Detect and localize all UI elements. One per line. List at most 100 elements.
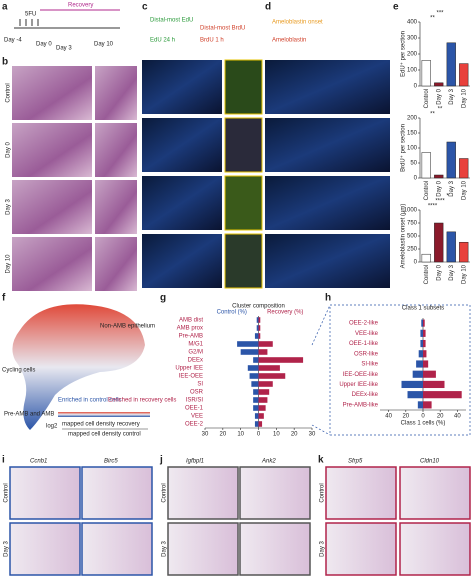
x-tick-label: 0 bbox=[257, 432, 261, 438]
bar bbox=[407, 391, 423, 399]
category-label: VEE-like bbox=[355, 331, 379, 337]
x-tick-label: 10 bbox=[237, 432, 244, 438]
gene-label: Cldn10 bbox=[420, 459, 440, 465]
bar bbox=[258, 405, 266, 411]
category-label: M/G1 bbox=[188, 342, 203, 348]
x-axis-label: Class 1 cells (%) bbox=[401, 421, 446, 427]
x-tick-label: Day 0 bbox=[436, 264, 442, 280]
x-tick-label: Day 10 bbox=[461, 180, 467, 200]
panel-letter: g bbox=[160, 293, 166, 304]
category-label: Pre-AMB-like bbox=[343, 402, 379, 408]
bar bbox=[434, 222, 444, 263]
recovery-label: Recovery bbox=[68, 3, 93, 9]
panel-letter: d bbox=[265, 2, 271, 13]
y-tick-label: 50 bbox=[410, 161, 417, 167]
x-tick-label: 40 bbox=[385, 414, 392, 420]
x-tick-label: 10 bbox=[273, 432, 280, 438]
y-tick-label: 0 bbox=[414, 260, 418, 266]
significance: ** bbox=[438, 107, 443, 113]
bar bbox=[251, 381, 259, 387]
x-tick-label: Day 3 bbox=[449, 180, 455, 196]
y-axis-label: EdU⁺ per section bbox=[400, 31, 407, 77]
bar bbox=[423, 319, 425, 327]
significance: ** bbox=[430, 112, 435, 118]
x-tick-label: Day 0 bbox=[436, 180, 442, 196]
bar bbox=[253, 397, 259, 403]
bar bbox=[423, 329, 426, 337]
bar bbox=[459, 241, 469, 263]
row-label: Day 3 bbox=[6, 199, 12, 215]
bar bbox=[459, 63, 469, 87]
bar bbox=[423, 391, 462, 399]
category-label: Pre-AMB bbox=[179, 334, 203, 340]
colorbar-label: log2 bbox=[46, 424, 58, 430]
y-tick-label: 1000 bbox=[404, 208, 418, 214]
umap-label: Pre-AMB and AMB bbox=[4, 412, 54, 418]
row-label: Day 0 bbox=[6, 142, 12, 158]
category-label: OSR bbox=[190, 390, 204, 396]
chart-title: Cluster composition bbox=[232, 304, 285, 310]
category-label: DEEx-like bbox=[352, 392, 379, 398]
row-label: Day 3 bbox=[320, 541, 326, 557]
panel-letter: e bbox=[393, 2, 399, 13]
x-tick-label: Day 3 bbox=[449, 264, 455, 280]
gene-label: Ccnb1 bbox=[30, 459, 47, 465]
connector bbox=[311, 304, 471, 436]
legend-label: Control (%) bbox=[217, 310, 247, 316]
bar bbox=[258, 389, 270, 395]
legend-label: Recovery (%) bbox=[267, 310, 303, 316]
x-tick-label: Control bbox=[424, 265, 430, 284]
day-label: Day 10 bbox=[94, 42, 114, 48]
y-tick-label: 400 bbox=[407, 20, 418, 26]
c-label: Distal-most EdU bbox=[150, 18, 193, 24]
category-label: SI-like bbox=[361, 362, 378, 368]
x-tick-label: Control bbox=[424, 181, 430, 200]
category-label: OSR-like bbox=[354, 351, 379, 357]
significance: *** bbox=[436, 11, 444, 17]
bar bbox=[446, 231, 456, 263]
bar bbox=[258, 381, 273, 387]
day-label: Day 3 bbox=[56, 46, 72, 52]
x-tick-label: Control bbox=[424, 89, 430, 108]
bar bbox=[247, 365, 259, 371]
colorbar bbox=[58, 412, 150, 417]
bar bbox=[412, 370, 423, 378]
bar bbox=[446, 42, 456, 87]
chart-title: Class 1 subsets bbox=[402, 306, 444, 312]
category-label: VEE bbox=[191, 414, 203, 420]
bar bbox=[418, 350, 423, 358]
significance: **** bbox=[435, 199, 445, 205]
y-tick-label: 500 bbox=[407, 234, 418, 240]
x-tick-label: 0 bbox=[421, 414, 425, 420]
bar bbox=[258, 397, 268, 403]
bar bbox=[258, 413, 264, 419]
bar bbox=[253, 357, 259, 363]
category-label: Upper IEE bbox=[175, 366, 203, 372]
category-label: OEE-1 bbox=[185, 406, 204, 412]
colorbar-label: mapped cell density recovery bbox=[62, 422, 140, 428]
bar bbox=[417, 401, 423, 409]
category-label: Upper IEE-like bbox=[339, 382, 378, 388]
c-label: BrdU 1 h bbox=[200, 38, 224, 44]
bar bbox=[421, 319, 423, 327]
x-tick-label: 40 bbox=[454, 414, 461, 420]
bar bbox=[423, 339, 426, 348]
d-label: Ameloblastin bbox=[272, 38, 306, 44]
injection-arrows bbox=[19, 19, 39, 26]
bar bbox=[421, 60, 431, 87]
significance: * bbox=[446, 194, 449, 200]
ish-micrographs bbox=[9, 466, 471, 576]
y-tick-label: 250 bbox=[407, 247, 418, 253]
bar bbox=[258, 333, 261, 339]
y-tick-label: 200 bbox=[407, 116, 418, 122]
bar bbox=[446, 141, 456, 179]
x-tick-label: Day 10 bbox=[461, 264, 467, 284]
category-label: SI bbox=[197, 382, 203, 388]
bar bbox=[258, 373, 286, 379]
row-label: Day 3 bbox=[4, 541, 10, 557]
bar bbox=[254, 413, 259, 419]
x-tick-label: 20 bbox=[291, 432, 298, 438]
umap-label: Enriched in recovery cells bbox=[108, 398, 176, 404]
gene-label: Birc5 bbox=[104, 459, 118, 465]
